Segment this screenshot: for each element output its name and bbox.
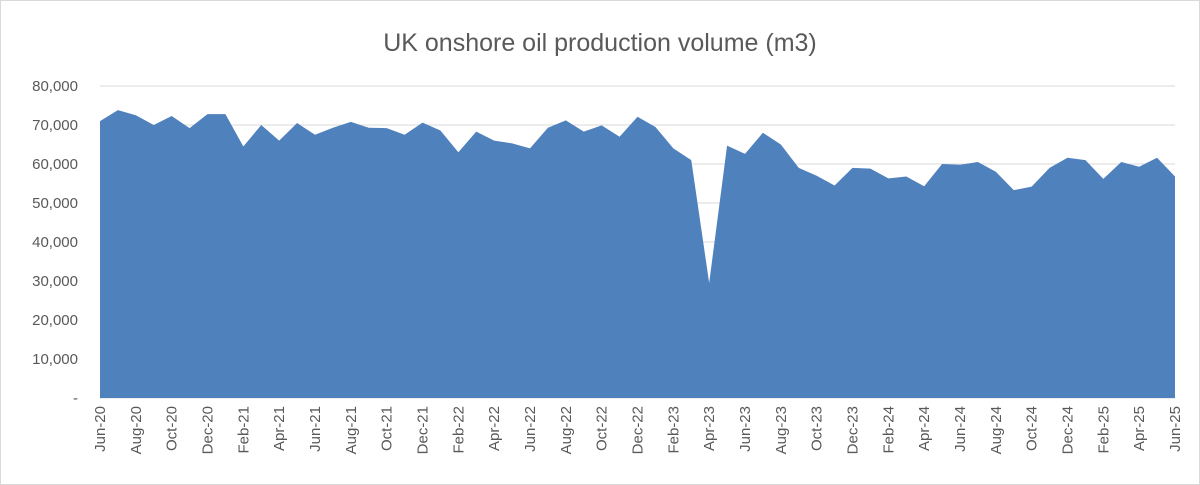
y-tick-label: 60,000: [32, 156, 78, 173]
x-tick-label: Apr-24: [916, 406, 933, 451]
x-tick-label: Apr-21: [271, 406, 288, 451]
x-tick-label: Jun-22: [522, 406, 539, 452]
x-tick-label: Oct-20: [164, 406, 181, 451]
x-tick-label: Jun-24: [952, 406, 969, 452]
x-tick-label: Feb-21: [235, 406, 252, 454]
chart-title: UK onshore oil production volume (m3): [383, 29, 817, 57]
x-tick-label: Oct-24: [1024, 406, 1041, 451]
x-tick-label: Jun-25: [1167, 406, 1184, 452]
x-tick-label: Apr-22: [486, 406, 503, 451]
x-tick-label: Dec-24: [1060, 406, 1077, 454]
x-tick-label: Aug-22: [558, 406, 575, 454]
y-tick-label: 50,000: [32, 195, 78, 212]
x-tick-label: Dec-22: [630, 406, 647, 454]
y-tick-label: 40,000: [32, 234, 78, 251]
x-tick-label: Feb-22: [450, 406, 467, 454]
x-tick-label: Oct-21: [379, 406, 396, 451]
area-series: [100, 110, 1175, 399]
production-area: [100, 110, 1175, 399]
x-tick-label: Jun-20: [92, 406, 109, 452]
x-tick-label: Aug-20: [128, 406, 145, 454]
y-tick-label: 10,000: [32, 351, 78, 368]
x-tick-label: Dec-20: [200, 406, 217, 454]
x-axis-ticks: Jun-20 Aug-20 Oct-20 Dec-20 Feb-21 Apr-21 Jun-…: [92, 406, 1184, 454]
x-tick-label: Dec-21: [415, 406, 432, 454]
y-tick-label: -: [73, 390, 78, 407]
x-tick-label: Feb-24: [880, 406, 897, 454]
y-tick-label: 70,000: [32, 117, 78, 134]
x-tick-label: Apr-23: [701, 406, 718, 451]
x-tick-label: Jun-21: [307, 406, 324, 452]
x-tick-label: Apr-25: [1131, 406, 1148, 451]
x-tick-label: Feb-25: [1095, 406, 1112, 454]
x-tick-label: Aug-24: [988, 406, 1005, 454]
y-tick-label: 20,000: [32, 312, 78, 329]
x-tick-label: Jun-23: [737, 406, 754, 452]
x-tick-label: Oct-22: [594, 406, 611, 451]
x-tick-label: Dec-23: [845, 406, 862, 454]
x-tick-label: Aug-21: [343, 406, 360, 454]
x-tick-label: Oct-23: [809, 406, 826, 451]
y-tick-label: 80,000: [32, 78, 78, 95]
y-axis-ticks: - 10,000 20,000 30,000 40,000 50,000 60,000 70,…: [32, 78, 78, 407]
x-tick-label: Feb-23: [665, 406, 682, 454]
y-tick-label: 30,000: [32, 273, 78, 290]
x-tick-label: Aug-23: [773, 406, 790, 454]
